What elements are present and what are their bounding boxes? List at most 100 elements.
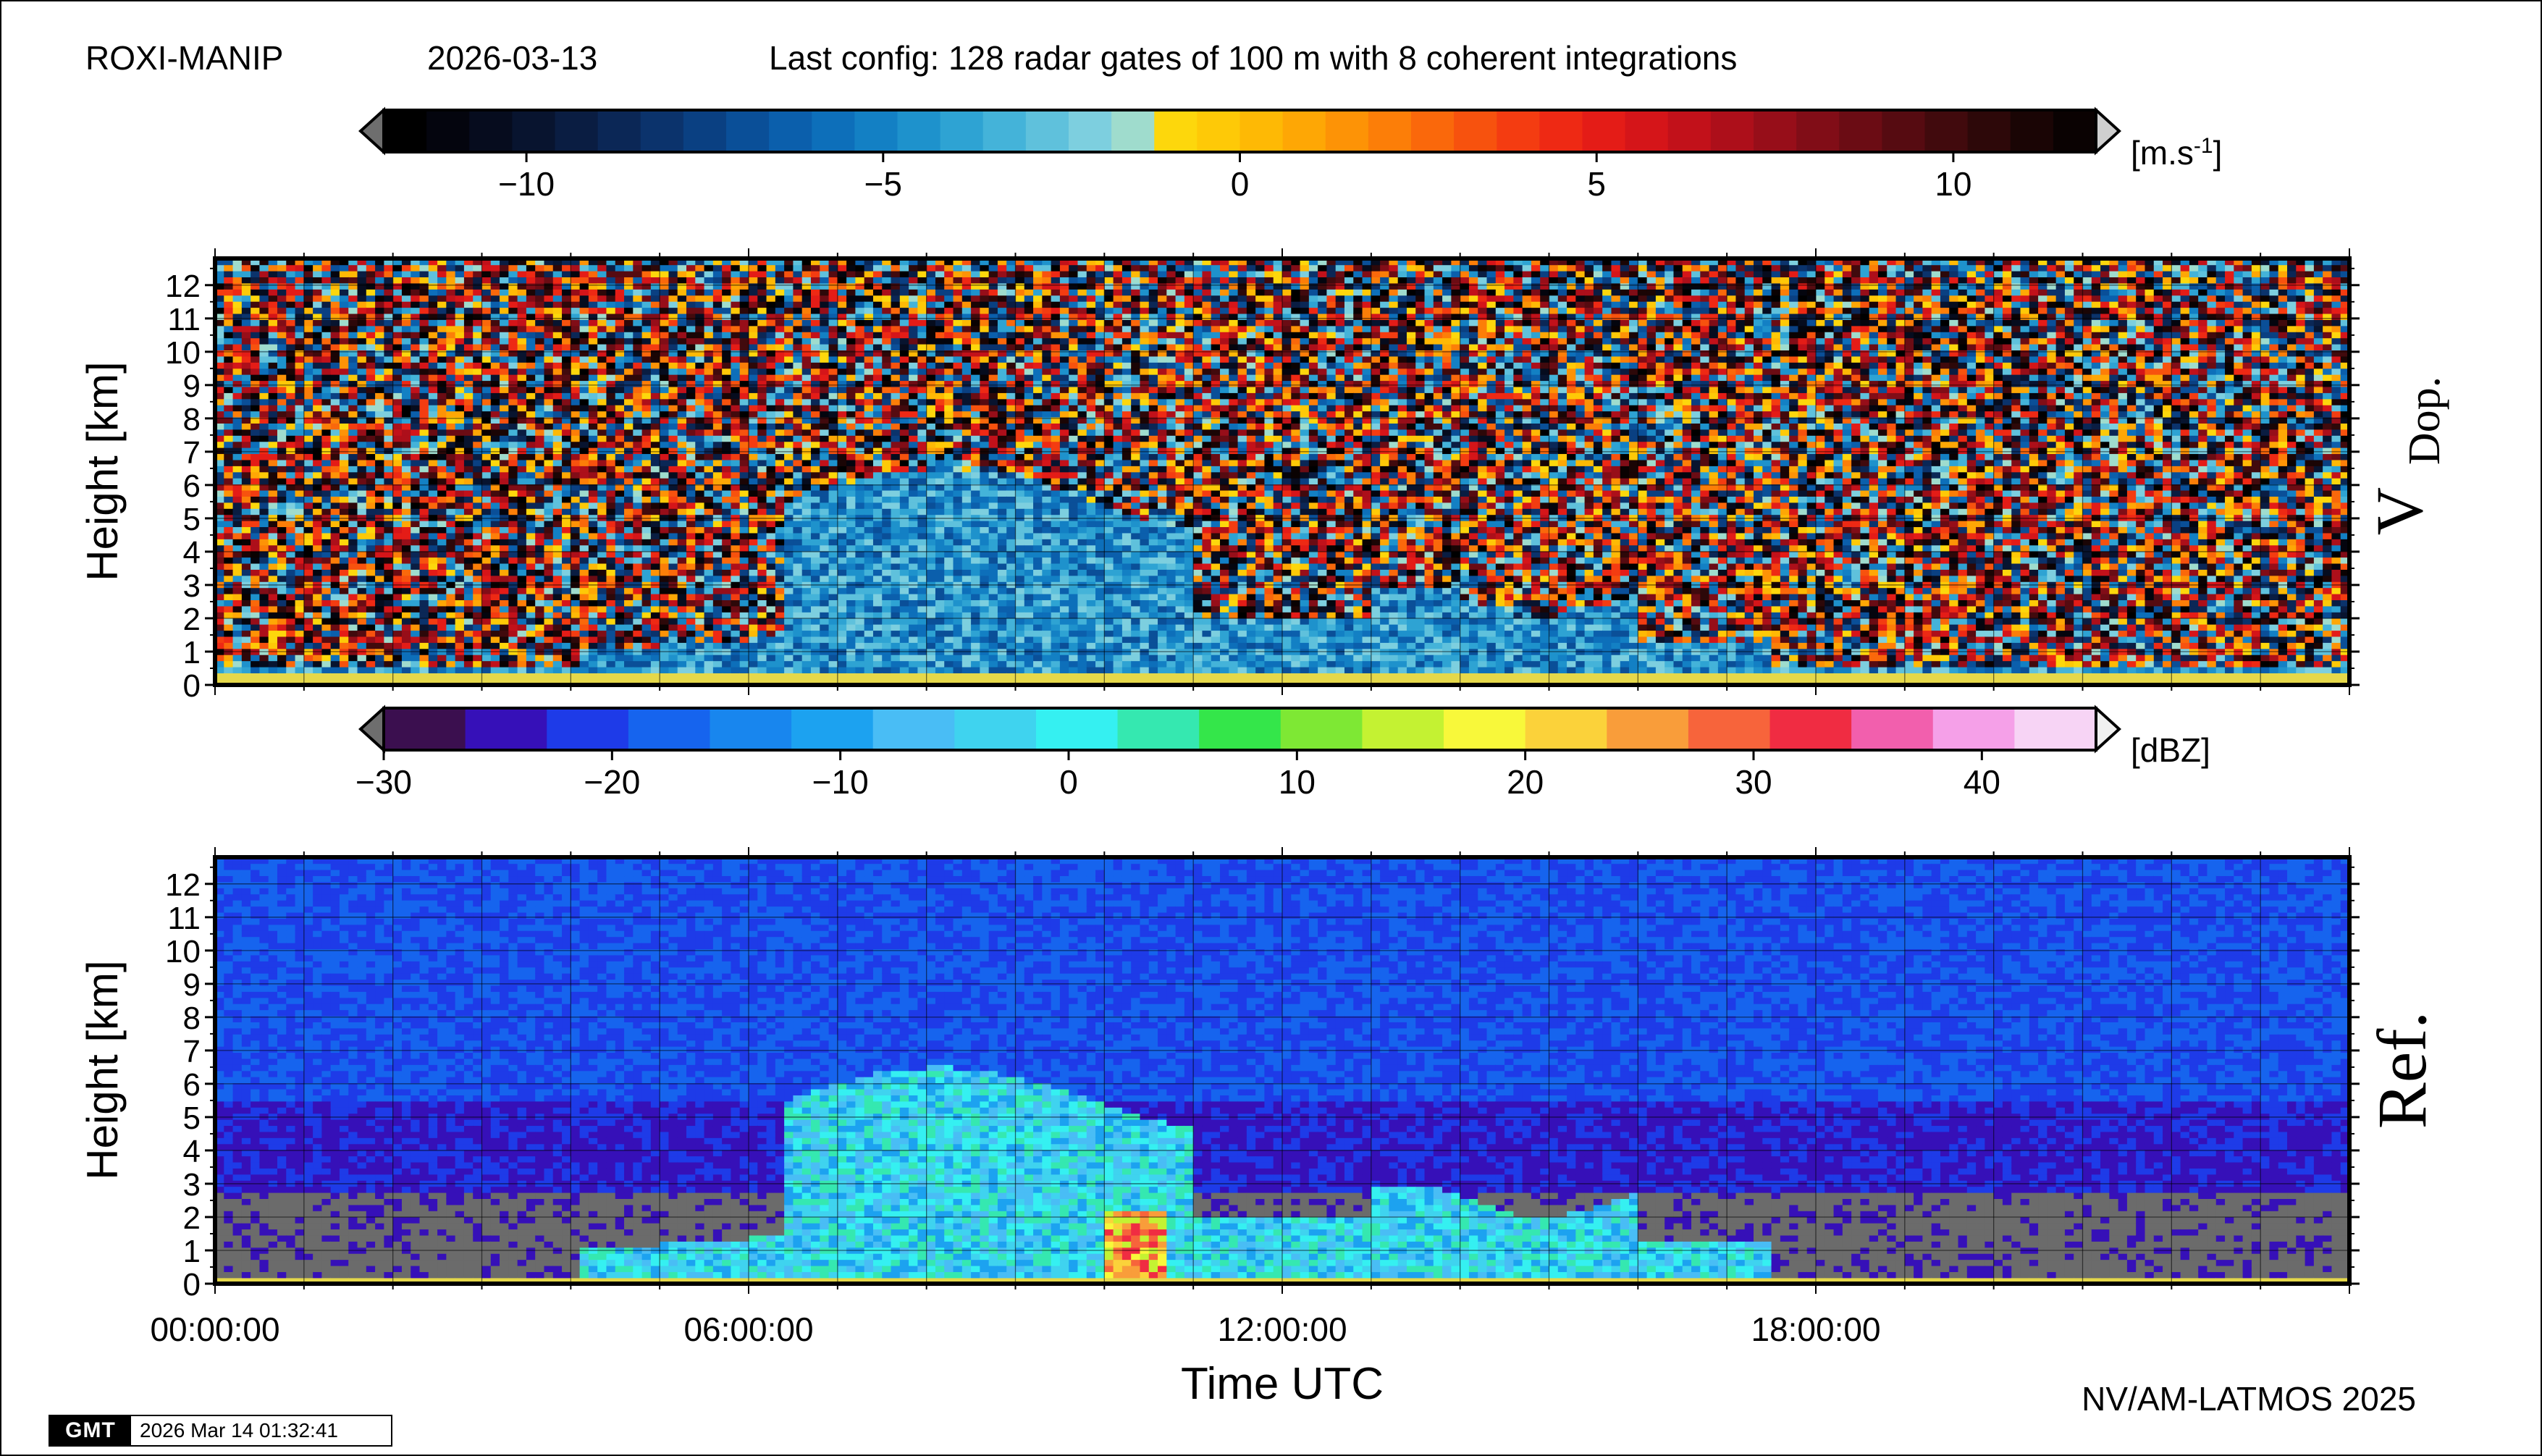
doppler-colorbar-tick-label: −5 [864,165,902,203]
reflectivity-y-tick-label: 5 [183,1101,201,1136]
reflectivity-y-tick-label: 2 [183,1200,201,1236]
doppler-colorbar-low-arrow [358,106,385,156]
doppler-colorbar-swatch [982,110,1027,152]
doppler-y-tick-label: 10 [165,335,201,371]
doppler-colorbar: −10 −5 0 5 10 [358,106,2121,203]
doppler-panel-label: V Dop. [2362,376,2449,535]
reflectivity-colorbar-tick-label: 10 [1279,763,1316,801]
doppler-colorbar-tick-label: −10 [498,165,555,203]
reflectivity-y-tick-label: 6 [183,1067,201,1103]
reflectivity-colorbar-high-arrow [2095,704,2121,754]
doppler-colorbar-swatch [1497,110,1540,152]
doppler-y-tick-label: 3 [183,568,201,604]
doppler-colorbar-swatch [812,110,855,152]
reflectivity-colorbar: −30 −20 −10 0 10 20 30 40 [355,704,2121,801]
reflectivity-y-tick-label: 9 [183,967,201,1003]
reflectivity-y-tick-label: 0 [183,1267,201,1303]
reflectivity-y-tick-label: 4 [183,1134,201,1169]
doppler-colorbar-swatch [1240,110,1284,152]
doppler-colorbar-swatch [726,110,770,152]
doppler-colorbar-swatch [1154,110,1198,152]
reflectivity-colorbar-swatch [465,708,547,750]
doppler-y-tick-label: 5 [183,502,201,537]
gmt-logo-icon: GMT [50,1416,131,1445]
doppler-colorbar-swatch [1582,110,1626,152]
doppler-colorbar-swatch [1411,110,1455,152]
reflectivity-colorbar-swatch [1362,708,1444,750]
doppler-colorbar-swatch [1667,110,1712,152]
reflectivity-colorbar-swatch [1199,708,1281,750]
doppler-y-tick-label: 9 [183,369,201,404]
doppler-colorbar-swatch [640,110,684,152]
reflectivity-y-tick-label: 11 [167,901,201,936]
reflectivity-colorbar-swatch [954,708,1037,750]
doppler-colorbar-swatch [1924,110,1969,152]
reflectivity-y-tick-label: 10 [165,934,201,969]
reflectivity-colorbar-swatch [1769,708,1852,750]
reflectivity-colorbar-tick-label: −20 [584,763,640,801]
reflectivity-colorbar-swatch [2014,708,2097,750]
reflectivity-colorbar-swatch [1851,708,1934,750]
x-axis-label: Time UTC [1181,1359,1384,1409]
reflectivity-colorbar-swatch [1688,708,1771,750]
doppler-colorbar-swatch [1882,110,1926,152]
doppler-y-tick-label: 4 [183,535,201,571]
date-label: 2026-03-13 [427,39,597,77]
reflectivity-grid [215,857,2349,1284]
doppler-colorbar-swatch [1839,110,1882,152]
reflectivity-colorbar-swatch [1444,708,1526,750]
doppler-colorbar-swatch [1967,110,2011,152]
x-tick-label: 12:00:00 [1217,1310,1347,1348]
stamp-timestamp: 2026 Mar 14 01:32:41 [131,1416,391,1445]
reflectivity-panel-label: Ref. [2363,1011,2441,1129]
reflectivity-colorbar-tick-label: 0 [1059,763,1078,801]
doppler-colorbar-swatch [1025,110,1069,152]
doppler-colorbar-swatch [555,110,599,152]
credit-label: NV/AM-LATMOS 2025 [2082,1380,2416,1418]
reflectivity-colorbar-swatch [872,708,955,750]
reflectivity-field [215,857,2349,1284]
doppler-y-tick-label: 8 [183,402,201,437]
doppler-colorbar-swatch [2010,110,2054,152]
reflectivity-colorbar-swatch [547,708,629,750]
x-tick-label: 06:00:00 [683,1310,813,1348]
config-label: Last config: 128 radar gates of 100 m wi… [769,39,1737,77]
reflectivity-y-tick-label: 7 [183,1034,201,1069]
doppler-colorbar-swatch [2053,110,2097,152]
doppler-y-tick-label: 1 [183,635,201,670]
reflectivity-colorbar-swatch [1525,708,1607,750]
doppler-colorbar-swatch [1111,110,1155,152]
doppler-y-tick-label: 11 [167,302,201,337]
reflectivity-colorbar-unit: [dBZ] [2131,731,2210,769]
reflectivity-colorbar-swatch [1607,708,1689,750]
doppler-y-tick-label: 12 [165,269,201,304]
doppler-y-tick-label: 7 [183,435,201,471]
reflectivity-colorbar-swatch [710,708,792,750]
doppler-colorbar-swatch [597,110,641,152]
doppler-colorbar-high-arrow [2095,106,2121,156]
doppler-colorbar-swatch [683,110,727,152]
time-x-axis: 00:00:00 06:00:00 12:00:00 18:00:00 [150,1310,1880,1348]
doppler-colorbar-swatch [512,110,556,152]
doppler-colorbar-swatch [1454,110,1497,152]
gmt-timestamp-stamp: GMT 2026 Mar 14 01:32:41 [49,1415,392,1447]
doppler-colorbar-swatch [769,110,812,152]
site-name: ROXI-MANIP [85,39,283,77]
doppler-colorbar-swatch [1796,110,1840,152]
doppler-colorbar-tick-label: 10 [1935,165,1971,203]
reflectivity-y-tick-label: 1 [183,1234,201,1269]
reflectivity-colorbar-tick-label: 40 [1964,763,2000,801]
reflectivity-colorbar-tick-label: 20 [1507,763,1544,801]
reflectivity-colorbar-swatch [1035,708,1119,750]
reflectivity-y-tick-label: 12 [165,867,201,903]
doppler-colorbar-swatch [1625,110,1669,152]
reflectivity-colorbar-low-arrow [358,704,385,754]
reflectivity-y-label: Height [km] [78,960,127,1179]
doppler-y-tick-label: 2 [183,602,201,637]
